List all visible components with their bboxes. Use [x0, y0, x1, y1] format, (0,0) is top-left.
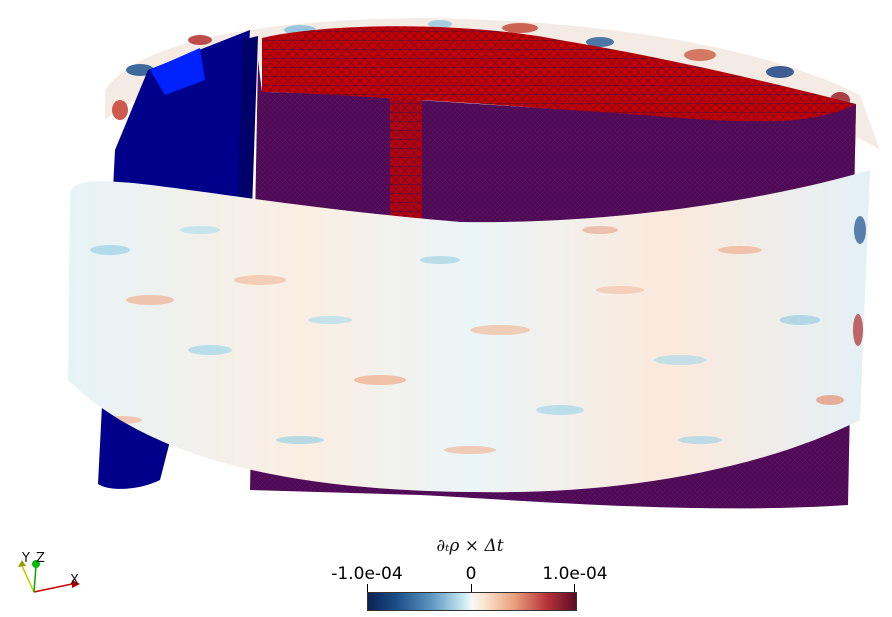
colorbar-tick-min: -1.0e-04	[331, 564, 403, 584]
colorbar-gradient	[367, 592, 577, 611]
colorbar-tickmark-min	[367, 584, 368, 594]
blade-top-mesh	[262, 26, 856, 150]
colorbar-tickmark-zero	[471, 584, 472, 594]
rotor-blade-tip	[150, 48, 205, 95]
orientation-axes	[18, 560, 80, 593]
colorbar-tick-zero: 0	[465, 564, 477, 584]
colorbar-tickmark-max	[574, 584, 575, 594]
y-axis-line	[21, 565, 35, 593]
x-axis-label: X	[70, 573, 79, 588]
band-noise	[90, 216, 866, 454]
x-axis-line	[33, 583, 73, 593]
x-axis-arrow	[72, 580, 80, 588]
colorbar-tick-max: 1.0e-04	[542, 564, 608, 584]
z-axis-line	[33, 565, 37, 593]
y-axis-arrow	[18, 560, 26, 567]
colorbar-title: ∂ₜρ × Δt	[436, 536, 504, 556]
y-axis-label: Y	[22, 551, 30, 566]
rotor-blade-edge	[238, 36, 258, 210]
z-axis-label: Z	[36, 551, 45, 566]
z-axis-arrow	[32, 560, 40, 568]
blade-mesh-strip	[390, 90, 422, 240]
annular-band	[68, 170, 870, 493]
